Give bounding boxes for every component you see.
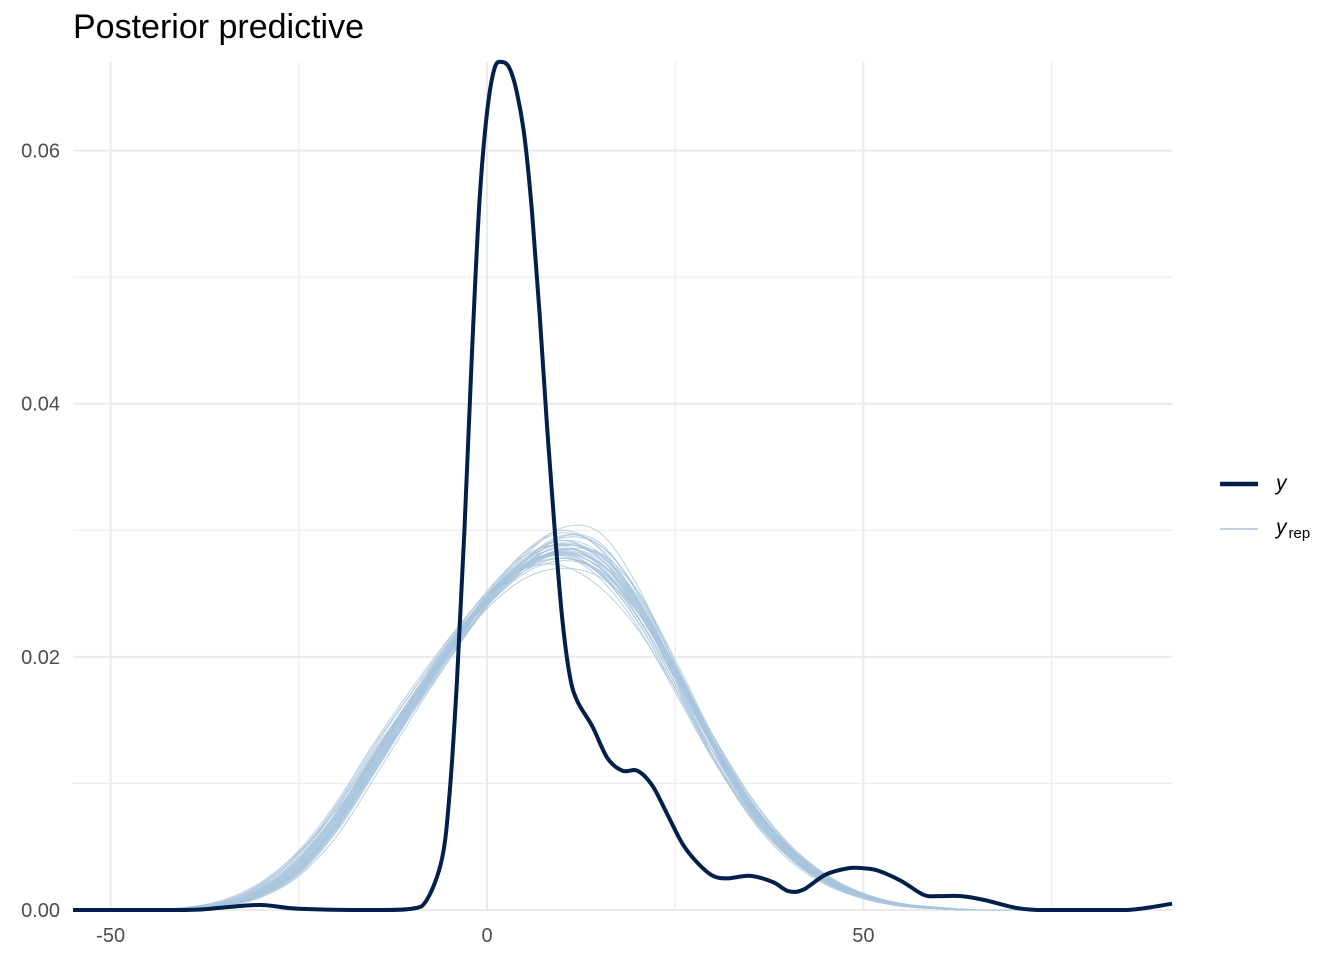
y-series: [72, 59, 1173, 913]
yrep-line-25: [72, 543, 1090, 911]
yrep-line-16: [72, 548, 1090, 911]
yrep-line-17: [72, 547, 1090, 911]
yrep-line-7: [72, 554, 1090, 911]
legend-label-yrep: y rep: [1274, 516, 1310, 542]
y-tick-label: 0.06: [21, 141, 60, 163]
x-tick-label: 50: [852, 925, 874, 947]
yrep-line-33: [72, 543, 1090, 911]
yrep-line-8: [72, 567, 1090, 911]
yrep-line-29: [72, 548, 1090, 911]
yrep-line-26: [72, 551, 1090, 911]
yrep-series: [72, 524, 1090, 911]
yrep-line-2: [72, 533, 1090, 911]
yrep-line-12: [72, 552, 1090, 911]
yrep-line-4: [72, 539, 1090, 911]
x-tick-label: 0: [481, 925, 492, 947]
yrep-line-0: [72, 554, 1090, 911]
yrep-line-30: [72, 553, 1090, 911]
yrep-line-20: [72, 560, 1090, 911]
yrep-line-14: [72, 552, 1090, 911]
x-tick-label: -50: [96, 925, 125, 947]
yrep-line-24: [72, 557, 1090, 911]
legend-label-y: y: [1274, 472, 1288, 495]
yrep-line-19: [72, 547, 1090, 911]
yrep-line-10: [72, 557, 1090, 911]
yrep-line-31: [72, 539, 1090, 911]
yrep-line-3: [72, 563, 1090, 911]
yrep-line-22: [72, 552, 1090, 911]
legend: y y rep: [1220, 472, 1310, 542]
yrep-line-9: [72, 529, 1090, 911]
legend-label-yrep-subscript: rep: [1289, 525, 1311, 542]
yrep-line-11: [72, 524, 1090, 911]
yrep-line-13: [72, 542, 1090, 911]
yrep-line-27: [72, 544, 1090, 911]
yrep-line-6: [72, 534, 1090, 911]
yrep-line-32: [72, 551, 1090, 911]
axis-tick-labels: -50 0 50 0.00 0.02 0.04 0.06: [21, 141, 874, 947]
yrep-line-18: [72, 549, 1090, 911]
yrep-line-1: [72, 544, 1090, 911]
grid-lines: [73, 62, 1172, 911]
y-line: [72, 59, 1173, 913]
y-tick-label: 0.00: [21, 900, 60, 922]
chart-title: Posterior predictive: [73, 8, 365, 46]
y-tick-label: 0.04: [21, 394, 60, 416]
yrep-line-23: [72, 536, 1090, 911]
y-tick-label: 0.02: [21, 647, 60, 669]
yrep-line-15: [72, 544, 1090, 911]
yrep-line-28: [72, 553, 1090, 911]
yrep-line-5: [72, 557, 1090, 911]
yrep-line-21: [72, 532, 1090, 911]
